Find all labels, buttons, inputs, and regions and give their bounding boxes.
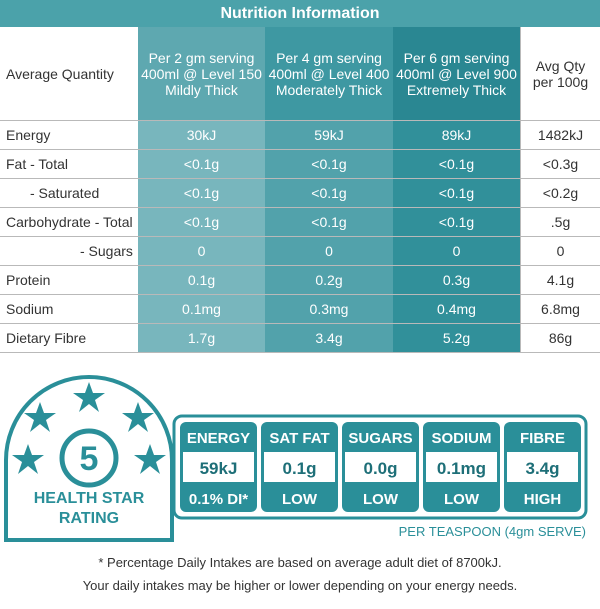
health-star-rating: 5 HEALTH STAR RATING ENERGY 59kJ 0.1% DI* S… xyxy=(4,375,588,542)
cell-value: 0.3mg xyxy=(265,295,393,324)
header-line: Extremely Thick xyxy=(406,81,507,98)
cell-value: 86g xyxy=(521,324,600,353)
cell-value: <0.1g xyxy=(393,150,521,179)
column-header: Per 2 gm serving 400ml @ Level 150 Mildly … xyxy=(138,27,265,121)
cell-value: <0.1g xyxy=(138,208,265,237)
row-label: Carbohydrate - Total xyxy=(0,208,138,237)
column-header: Per 4 gm serving 400ml @ Level 400 Moderat… xyxy=(265,27,393,121)
cell-value: 3.4g xyxy=(265,324,393,353)
cell-value: 1482kJ xyxy=(521,121,600,150)
tile-value-bg xyxy=(183,452,254,482)
header-line: 400ml @ Level 400 xyxy=(268,65,390,82)
header-line: Per 2 gm serving xyxy=(148,49,255,66)
footnote: Your daily intakes may be higher or lowe… xyxy=(82,578,518,593)
header-line: Per 4 gm serving xyxy=(276,49,382,66)
header-line: 400ml @ Level 900 xyxy=(396,65,517,82)
tile-level: LOW xyxy=(444,491,480,508)
cell-value: 1.7g xyxy=(138,324,265,353)
cell-value: 4.1g xyxy=(521,266,600,295)
cell-value: <0.1g xyxy=(265,179,393,208)
tile-label: SAT FAT xyxy=(269,430,329,447)
header-line: Mildly Thick xyxy=(165,81,238,98)
cell-value: 0.1g xyxy=(138,266,265,295)
tile-value-bg xyxy=(507,452,578,482)
cell-value: <0.1g xyxy=(138,179,265,208)
cell-value: <0.1g xyxy=(265,150,393,179)
tile-label: ENERGY xyxy=(187,430,250,447)
header-line: Moderately Thick xyxy=(275,81,383,98)
footnote: * Percentage Daily Intakes are based on … xyxy=(98,555,502,570)
serve: PER TEASPOON (4gm SERVE) xyxy=(399,524,586,539)
tile-label: SODIUM xyxy=(432,430,492,447)
tile-value-bg xyxy=(426,452,497,482)
row-label: Energy xyxy=(0,121,138,150)
cell-value: 0.3g xyxy=(393,266,521,295)
star-circle xyxy=(59,428,119,488)
column-header: Per 6 gm serving 400ml @ Level 900 Extreme… xyxy=(393,27,521,121)
header-line: Per 6 gm serving xyxy=(403,49,510,66)
tile-level: LOW xyxy=(363,491,399,508)
cell-value: <0.1g xyxy=(393,208,521,237)
title: Nutrition Information xyxy=(0,0,600,27)
tile-value-bg xyxy=(264,452,335,482)
column-header: Avg Qty per 100g xyxy=(521,27,600,121)
header-line: per 100g xyxy=(532,73,589,90)
row-label: Fat - Total xyxy=(0,150,138,179)
header-line: Avg Qty xyxy=(535,57,586,74)
row-label: Protein xyxy=(0,266,138,295)
tile-label: FIBRE xyxy=(520,430,565,447)
tile-value: 0.1g xyxy=(282,459,316,478)
row-label: - Sugars xyxy=(0,237,138,266)
tile-value: 0.0g xyxy=(363,459,397,478)
cell-value: <0.2g xyxy=(521,179,600,208)
tile-level: 0.1% DI* xyxy=(189,491,248,508)
cell-value: .5g xyxy=(521,208,600,237)
star-count: 5 xyxy=(80,440,99,478)
header-line: 400ml @ Level 150 xyxy=(141,65,262,82)
tiles: ENERGY 59kJ 0.1% DI* SAT FAT 0.1g LOW SUGARS 0.… xyxy=(180,422,581,512)
tile-value: 59kJ xyxy=(200,459,238,478)
cell-value: <0.1g xyxy=(138,150,265,179)
tile-level: LOW xyxy=(282,491,318,508)
rating-label: RATING xyxy=(59,510,119,527)
cell-value: 0.1mg xyxy=(138,295,265,324)
cell-value: 0 xyxy=(265,237,393,266)
cell-value: <0.1g xyxy=(393,179,521,208)
cell-value: 0 xyxy=(138,237,265,266)
cell-value: <0.1g xyxy=(265,208,393,237)
header-line: Average Quantity xyxy=(6,65,114,82)
cell-value: 0.4mg xyxy=(393,295,521,324)
tile-value-bg xyxy=(345,452,416,482)
tile-value: 3.4g xyxy=(525,459,559,478)
cell-value: <0.3g xyxy=(521,150,600,179)
row-label: Sodium xyxy=(0,295,138,324)
cell-value: 5.2g xyxy=(393,324,521,353)
cell-value: 0.2g xyxy=(265,266,393,295)
rating-label: HEALTH STAR xyxy=(34,490,145,507)
tile-level: HIGH xyxy=(524,491,562,508)
stars xyxy=(12,382,166,474)
cell-value: 30kJ xyxy=(138,121,265,150)
cell-value: 59kJ xyxy=(265,121,393,150)
tile-value: 0.1mg xyxy=(437,459,486,478)
cell-value: 89kJ xyxy=(393,121,521,150)
tile-label: SUGARS xyxy=(348,430,412,447)
cell-value: 0 xyxy=(521,237,600,266)
cell-value: 0 xyxy=(393,237,521,266)
cell-value: 6.8mg xyxy=(521,295,600,324)
row-label: - Saturated xyxy=(0,179,138,208)
column-header: Average Quantity xyxy=(0,27,138,121)
row-label: Dietary Fibre xyxy=(0,324,138,353)
